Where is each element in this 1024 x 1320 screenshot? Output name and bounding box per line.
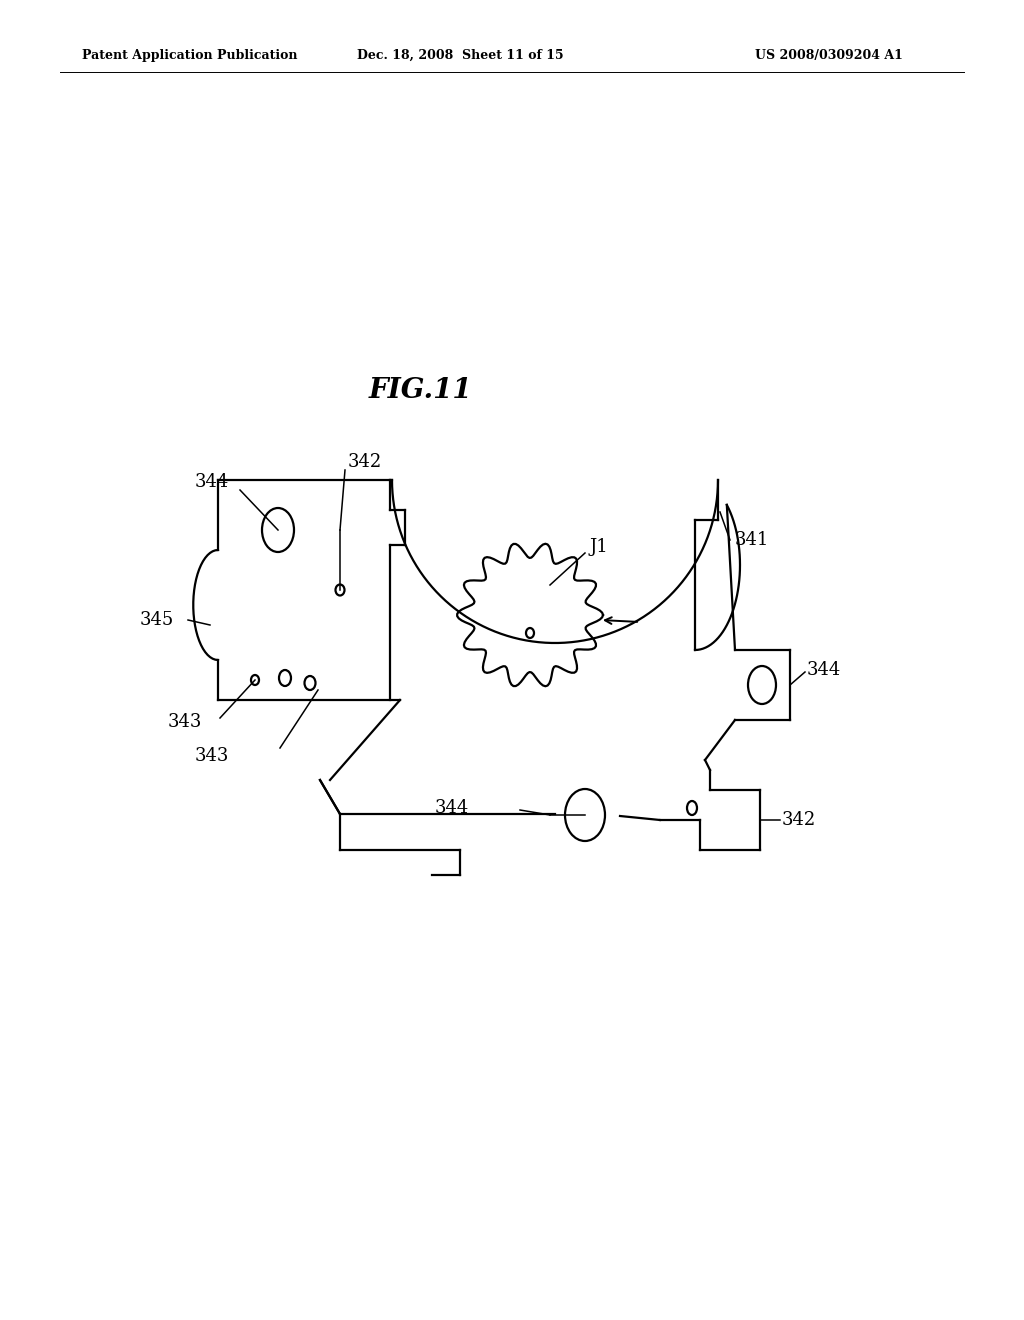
Text: 342: 342 <box>782 810 816 829</box>
Text: 342: 342 <box>348 453 382 471</box>
Text: 344: 344 <box>195 473 229 491</box>
Text: Patent Application Publication: Patent Application Publication <box>82 49 298 62</box>
Text: J1: J1 <box>590 539 608 556</box>
Text: US 2008/0309204 A1: US 2008/0309204 A1 <box>755 49 903 62</box>
Text: FIG.11: FIG.11 <box>369 376 472 404</box>
Text: 344: 344 <box>807 661 842 678</box>
Text: 345: 345 <box>140 611 174 630</box>
Text: 343: 343 <box>168 713 203 731</box>
Text: 344: 344 <box>435 799 469 817</box>
Text: Dec. 18, 2008  Sheet 11 of 15: Dec. 18, 2008 Sheet 11 of 15 <box>356 49 563 62</box>
Text: 341: 341 <box>735 531 769 549</box>
Text: 343: 343 <box>195 747 229 766</box>
